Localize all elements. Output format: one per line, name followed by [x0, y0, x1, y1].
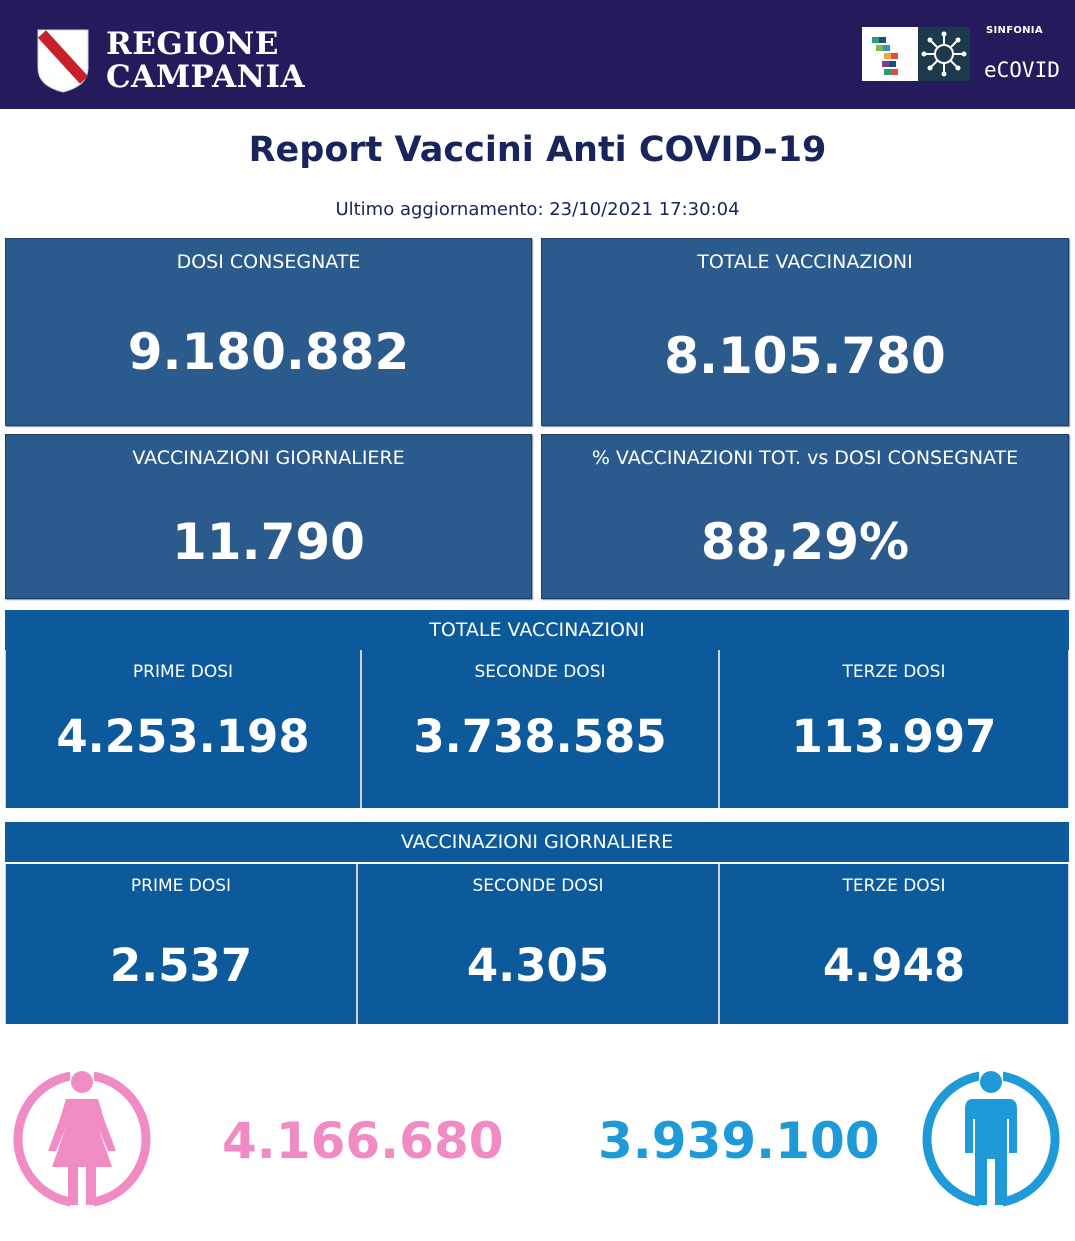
region-name-line1: REGIONE — [106, 26, 279, 62]
kpi-value: 9.180.882 — [127, 323, 410, 381]
female-count: 4.166.680 — [222, 1112, 504, 1170]
totale-vaccinazioni-heading: TOTALE VACCINAZIONI — [5, 610, 1069, 650]
cell-label: PRIME DOSI — [130, 876, 232, 896]
sinfonia-logo-icon — [872, 37, 898, 75]
cell-label: TERZE DOSI — [842, 876, 946, 896]
sinfonia-logo — [862, 27, 970, 81]
kpi-value: 8.105.780 — [664, 327, 946, 385]
kpi-dosi-consegnate: DOSI CONSEGNATE 9.180.882 — [5, 238, 532, 426]
brand-small-label: SINFONIA — [986, 25, 1043, 36]
cell-label: SECONDE DOSI — [474, 662, 606, 682]
cell-value: 2.537 — [109, 939, 253, 992]
cell-label: SECONDE DOSI — [472, 876, 604, 896]
cell-value: 3.738.585 — [413, 710, 667, 763]
virus-icon — [918, 27, 970, 81]
kpi-percentuale-vaccinazioni: % VACCINAZIONI TOT. vs DOSI CONSEGNATE 8… — [541, 434, 1069, 599]
cell-value: 113.997 — [791, 710, 997, 763]
cell-value: 4.948 — [822, 939, 966, 992]
kpi-value: 11.790 — [172, 513, 365, 571]
last-updated: Ultimo aggiornamento: 23/10/2021 17:30:0… — [335, 199, 740, 220]
cell-label: TERZE DOSI — [842, 662, 946, 682]
kpi-label: VACCINAZIONI GIORNALIERE — [132, 447, 405, 469]
header-bar: REGIONE CAMPANIA — [0, 0, 1075, 109]
campania-crest-icon — [37, 29, 89, 93]
totale-terze-dosi-cell: TERZE DOSI 113.997 — [719, 650, 1069, 808]
female-icon — [13, 1069, 151, 1209]
male-icon — [922, 1069, 1060, 1209]
cell-value: 4.253.198 — [56, 710, 310, 763]
male-count: 3.939.100 — [598, 1112, 880, 1170]
kpi-value: 88,29% — [700, 513, 910, 571]
page-title: Report Vaccini Anti COVID-19 — [248, 130, 827, 170]
giornaliere-seconde-dosi-cell: SECONDE DOSI 4.305 — [357, 864, 719, 1024]
giornaliere-prime-dosi-cell: PRIME DOSI 2.537 — [5, 864, 357, 1024]
kpi-totale-vaccinazioni: TOTALE VACCINAZIONI 8.105.780 — [541, 238, 1069, 426]
totale-prime-dosi-cell: PRIME DOSI 4.253.198 — [5, 650, 361, 808]
cell-label: PRIME DOSI — [132, 662, 234, 682]
kpi-vaccinazioni-giornaliere: VACCINAZIONI GIORNALIERE 11.790 — [5, 434, 532, 599]
kpi-label: % VACCINAZIONI TOT. vs DOSI CONSEGNATE — [591, 447, 1019, 469]
kpi-label: DOSI CONSEGNATE — [176, 251, 361, 273]
totale-seconde-dosi-cell: SECONDE DOSI 3.738.585 — [361, 650, 719, 808]
giornaliere-terze-dosi-cell: TERZE DOSI 4.948 — [719, 864, 1069, 1024]
kpi-label: TOTALE VACCINAZIONI — [697, 251, 913, 273]
cell-value: 4.305 — [466, 939, 610, 992]
region-name: REGIONE CAMPANIA — [106, 28, 305, 94]
region-name-line2: CAMPANIA — [106, 59, 306, 95]
vaccinazioni-giornaliere-heading: VACCINAZIONI GIORNALIERE — [5, 822, 1069, 862]
brand-name: eCOVID — [984, 58, 1060, 82]
